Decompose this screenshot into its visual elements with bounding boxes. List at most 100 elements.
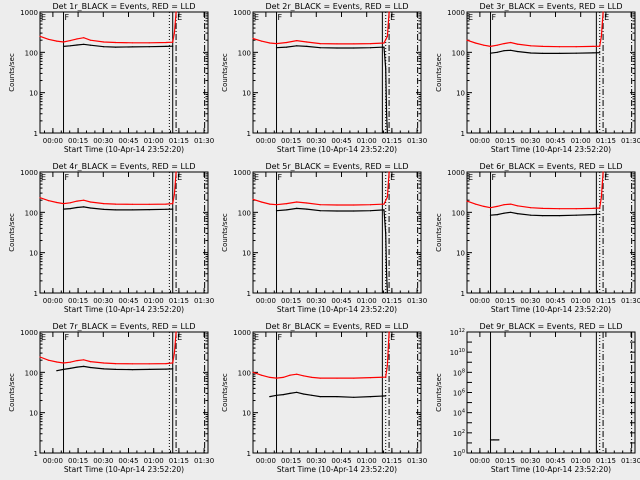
lld-data-point — [115, 363, 117, 365]
chart-panel-4: Det 4r_BLACK = Events, RED = LLD 1 10 100 10… — [8, 162, 214, 314]
chart-panel-3: Det 3r_BLACK = Events, RED = LLD 1 10 100 10… — [435, 2, 640, 154]
events-data-point — [269, 396, 271, 398]
events-data-point — [575, 52, 577, 54]
lld-data-point — [575, 208, 577, 210]
event-marker-label: E — [468, 173, 473, 182]
event-marker-label: E — [177, 173, 182, 182]
lld-data-point — [474, 203, 476, 205]
lld-data-point — [173, 352, 175, 354]
x-tick-label: 01:30 — [407, 457, 427, 465]
events-data-point — [115, 46, 117, 48]
events-data-point — [489, 439, 492, 441]
events-data-point — [496, 214, 498, 216]
y-tick-label: 1 — [247, 450, 251, 458]
x-tick-label: 00:00 — [470, 297, 490, 305]
events-data-point — [530, 52, 532, 54]
lld-data-point — [260, 40, 262, 42]
events-series-line — [63, 206, 173, 211]
lld-data-point — [466, 200, 468, 202]
lld-data-point — [47, 359, 50, 361]
lld-data-point — [353, 43, 355, 45]
event-marker-label: F — [278, 333, 283, 342]
events-data-point — [558, 52, 561, 55]
lld-data-point — [296, 40, 298, 42]
events-data-point — [489, 214, 492, 216]
events-data-point — [530, 214, 532, 216]
plot-frame — [252, 331, 422, 454]
lld-data-point — [269, 203, 271, 205]
x-tick-label: 00:45 — [545, 297, 565, 305]
lld-series-line — [252, 171, 390, 206]
events-data-point — [83, 206, 85, 208]
event-marker-label: E — [468, 13, 473, 22]
x-tick-label: 01:30 — [407, 137, 427, 145]
event-marker-label: E — [177, 333, 182, 342]
x-axis-label: Start Time (10-Apr-14 23:52:20) — [491, 465, 611, 474]
events-series-line — [490, 49, 600, 55]
lld-series-line — [252, 11, 390, 45]
lld-data-point — [62, 41, 65, 43]
events-data-point — [336, 396, 338, 398]
events-data-point — [503, 50, 505, 52]
x-tick-label: 01:15 — [596, 457, 616, 465]
lld-data-point — [131, 363, 133, 365]
event-marker-label: E — [390, 333, 395, 342]
y-tick-label: 100 — [452, 209, 465, 217]
lld-data-point — [599, 45, 601, 47]
y-tick-label: 100 — [25, 209, 38, 217]
x-axis-label: Start Time (10-Apr-14 23:52:20) — [491, 305, 611, 314]
lld-data-point — [69, 361, 71, 363]
y-tick-label: 10 — [242, 410, 251, 418]
x-axis-label: Start Time (10-Apr-14 23:52:20) — [64, 145, 184, 154]
x-tick-label: 01:15 — [596, 137, 616, 145]
lld-data-point — [474, 42, 476, 44]
x-tick-label: 00:30 — [93, 137, 113, 145]
lld-data-point — [69, 40, 71, 42]
x-axis-label: Start Time (10-Apr-14 23:52:20) — [64, 465, 184, 474]
lld-data-point — [503, 43, 505, 45]
plot-frame — [39, 171, 209, 294]
lld-data-point — [296, 373, 298, 375]
lld-data-point — [173, 193, 175, 195]
y-tick-label: 1 — [247, 290, 251, 298]
lld-data-point — [289, 374, 291, 376]
lld-data-point — [600, 196, 603, 198]
lld-data-point — [386, 35, 388, 37]
lld-data-point — [530, 45, 532, 47]
lld-data-point — [386, 364, 388, 366]
x-tick-label: 01:15 — [382, 297, 402, 305]
event-marker-label: E — [41, 333, 46, 342]
lld-series-line — [466, 171, 604, 210]
lld-data-point — [89, 39, 91, 41]
lld-data-point — [148, 203, 150, 205]
x-tick-label: 00:00 — [470, 137, 490, 145]
events-data-point — [83, 365, 85, 367]
lld-data-point — [388, 331, 390, 333]
x-tick-label: 01:30 — [621, 457, 640, 465]
x-tick-label: 01:15 — [596, 297, 616, 305]
lld-data-point — [83, 199, 85, 201]
x-tick-label: 01:00 — [571, 137, 591, 145]
lld-data-point — [370, 377, 372, 379]
y-tick-label: 100 — [25, 369, 38, 377]
lld-data-point — [558, 46, 561, 48]
chart-panel-7: Det 7r_BLACK = Events, RED = LLD 1 10 100 10… — [8, 322, 214, 474]
chart-title: Det 8r_BLACK = Events, RED = LLD — [265, 322, 408, 331]
lld-data-point — [172, 41, 174, 43]
lld-data-point — [165, 203, 167, 205]
events-data-point — [336, 47, 338, 49]
lld-series-line — [39, 331, 177, 365]
events-data-point — [103, 46, 105, 48]
events-data-point — [592, 52, 594, 54]
events-data-point — [103, 368, 105, 370]
lld-data-point — [62, 203, 65, 205]
y-tick-label: 1000 — [233, 9, 251, 17]
events-data-point — [558, 215, 561, 217]
lld-data-point — [516, 205, 519, 207]
y-tick-label: 1000 — [233, 329, 251, 337]
x-tick-label: 00:15 — [68, 297, 88, 305]
lld-data-point — [148, 363, 150, 365]
x-tick-label: 00:45 — [118, 137, 138, 145]
lld-data-point — [173, 32, 175, 34]
events-data-point — [599, 213, 601, 215]
